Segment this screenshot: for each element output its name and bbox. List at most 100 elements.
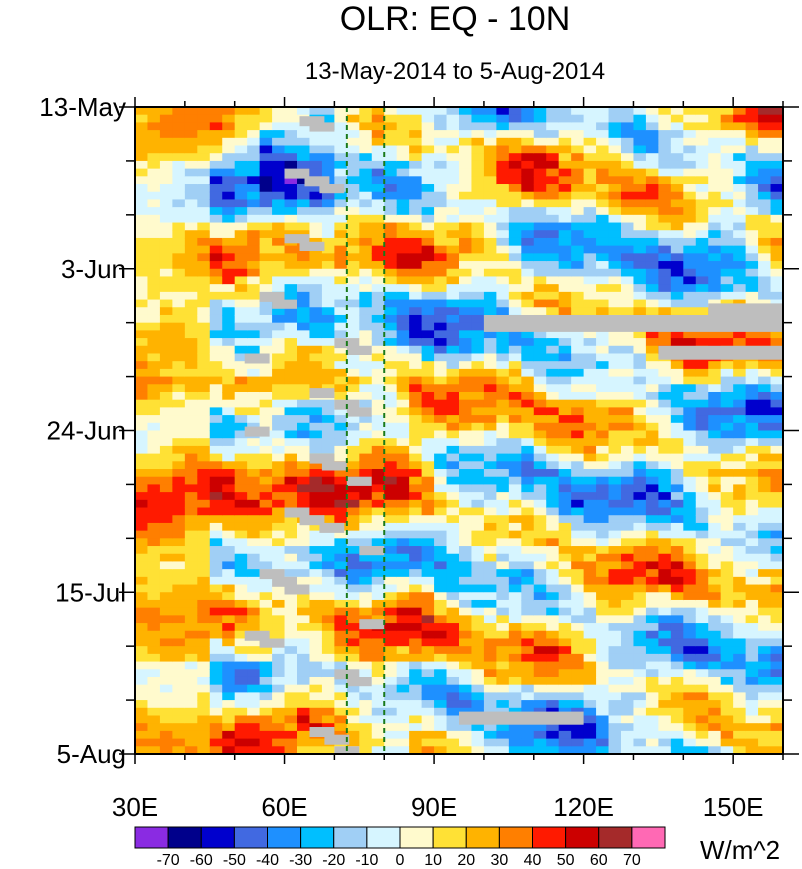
heat-cell [633, 661, 647, 670]
heat-cell [234, 376, 248, 385]
heat-cell [459, 684, 473, 693]
heat-cell [733, 561, 747, 570]
heat-cell [396, 137, 410, 147]
heat-cell [608, 191, 622, 201]
heat-cell [234, 445, 248, 455]
heat-cell [546, 530, 560, 539]
heat-cell [222, 237, 236, 247]
heat-cell [621, 630, 635, 640]
heat-cell [471, 261, 485, 270]
heat-cell [184, 615, 198, 624]
heat-cell [222, 669, 236, 678]
heat-cell [608, 499, 622, 509]
heat-cell [496, 361, 510, 370]
heat-cell [421, 592, 435, 601]
heat-cell [683, 569, 697, 578]
heat-cell [508, 207, 522, 216]
heat-cell [670, 268, 684, 278]
heat-cell [159, 730, 173, 740]
heat-cell [720, 692, 734, 701]
heat-cell [259, 484, 273, 493]
heat-cell [334, 361, 348, 370]
heat-cell [259, 692, 273, 701]
heat-cell [409, 499, 423, 509]
heat-cell [396, 630, 410, 640]
heat-cell [695, 107, 709, 116]
heat-cell [259, 507, 273, 516]
heat-cell [209, 107, 223, 116]
heat-cell [209, 599, 223, 609]
missing-patch [244, 353, 270, 364]
heat-cell [770, 530, 783, 539]
heat-cell [658, 399, 672, 408]
heat-cell [159, 484, 173, 493]
x-tick-label: 120E [553, 792, 614, 822]
heat-cell [745, 476, 759, 486]
heat-cell [309, 322, 323, 331]
heat-cell [571, 553, 585, 563]
heat-cell [496, 237, 510, 247]
heat-cell [396, 553, 410, 563]
heat-cell [434, 630, 448, 640]
heat-cell [272, 669, 286, 678]
heat-cell [259, 561, 273, 570]
missing-patch [259, 569, 285, 580]
heat-cell [770, 176, 783, 185]
heat-cell [608, 214, 622, 224]
heat-cell [670, 407, 684, 416]
heat-cell [633, 522, 647, 532]
heat-cell [558, 669, 572, 678]
heat-cell [297, 160, 311, 170]
heat-cell [633, 607, 647, 616]
heat-cell [159, 646, 173, 655]
heat-cell [409, 345, 423, 355]
heat-cell [533, 299, 547, 308]
heat-cell [658, 214, 672, 224]
heat-cell [346, 599, 360, 609]
heat-cell [621, 345, 635, 355]
heat-cell [770, 137, 783, 147]
heat-cell [658, 245, 672, 254]
heat-cell [147, 553, 161, 563]
heat-cell [683, 615, 697, 624]
heat-cell [558, 253, 572, 262]
heat-cell [346, 445, 360, 455]
heat-cell [272, 207, 286, 216]
heat-cell [521, 137, 535, 147]
heat-cell [583, 291, 597, 301]
heat-cell [421, 684, 435, 693]
heat-cell [359, 730, 373, 740]
heat-cell [147, 245, 161, 254]
heat-cell [733, 122, 747, 131]
heat-cell [720, 361, 734, 370]
heat-cell [135, 553, 149, 563]
heat-cell [608, 738, 622, 747]
heat-cell [434, 314, 448, 324]
heat-cell [234, 253, 248, 262]
heat-cell [683, 692, 697, 701]
heat-cell [159, 253, 173, 262]
heat-cell [209, 330, 223, 339]
heat-cell [633, 538, 647, 547]
heat-cell [583, 338, 597, 347]
heat-cell [297, 599, 311, 609]
heat-cell [272, 430, 286, 439]
heat-cell [733, 261, 747, 270]
heat-cell [683, 253, 697, 262]
heat-cell [483, 530, 497, 539]
heat-cell [309, 499, 323, 509]
heat-cell [483, 122, 497, 131]
heat-cell [745, 399, 759, 408]
heat-cell [234, 353, 248, 362]
heat-cell [733, 199, 747, 208]
heat-cell [359, 168, 373, 177]
heat-cell [658, 530, 672, 539]
heat-cell [758, 399, 772, 408]
heat-cell [521, 630, 535, 640]
heat-cell [334, 476, 348, 486]
heat-cell [135, 376, 149, 385]
heat-cell [234, 646, 248, 655]
heat-cell [272, 723, 286, 732]
heat-cell [521, 700, 535, 709]
heat-cell [471, 576, 485, 586]
